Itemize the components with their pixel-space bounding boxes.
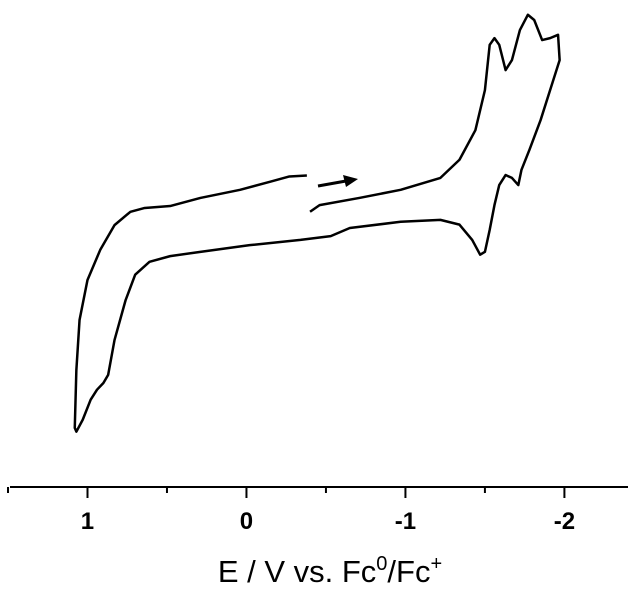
arrow (317, 175, 358, 188)
x-tick-label: 0 (240, 508, 253, 535)
x-tick-label: -2 (554, 508, 575, 535)
x-tick-label: 1 (81, 508, 94, 535)
x-axis-label: E / V vs. Fc0/Fc+ (218, 553, 442, 589)
cv-curve (73, 13, 561, 433)
x-tick-label: -1 (395, 508, 416, 535)
